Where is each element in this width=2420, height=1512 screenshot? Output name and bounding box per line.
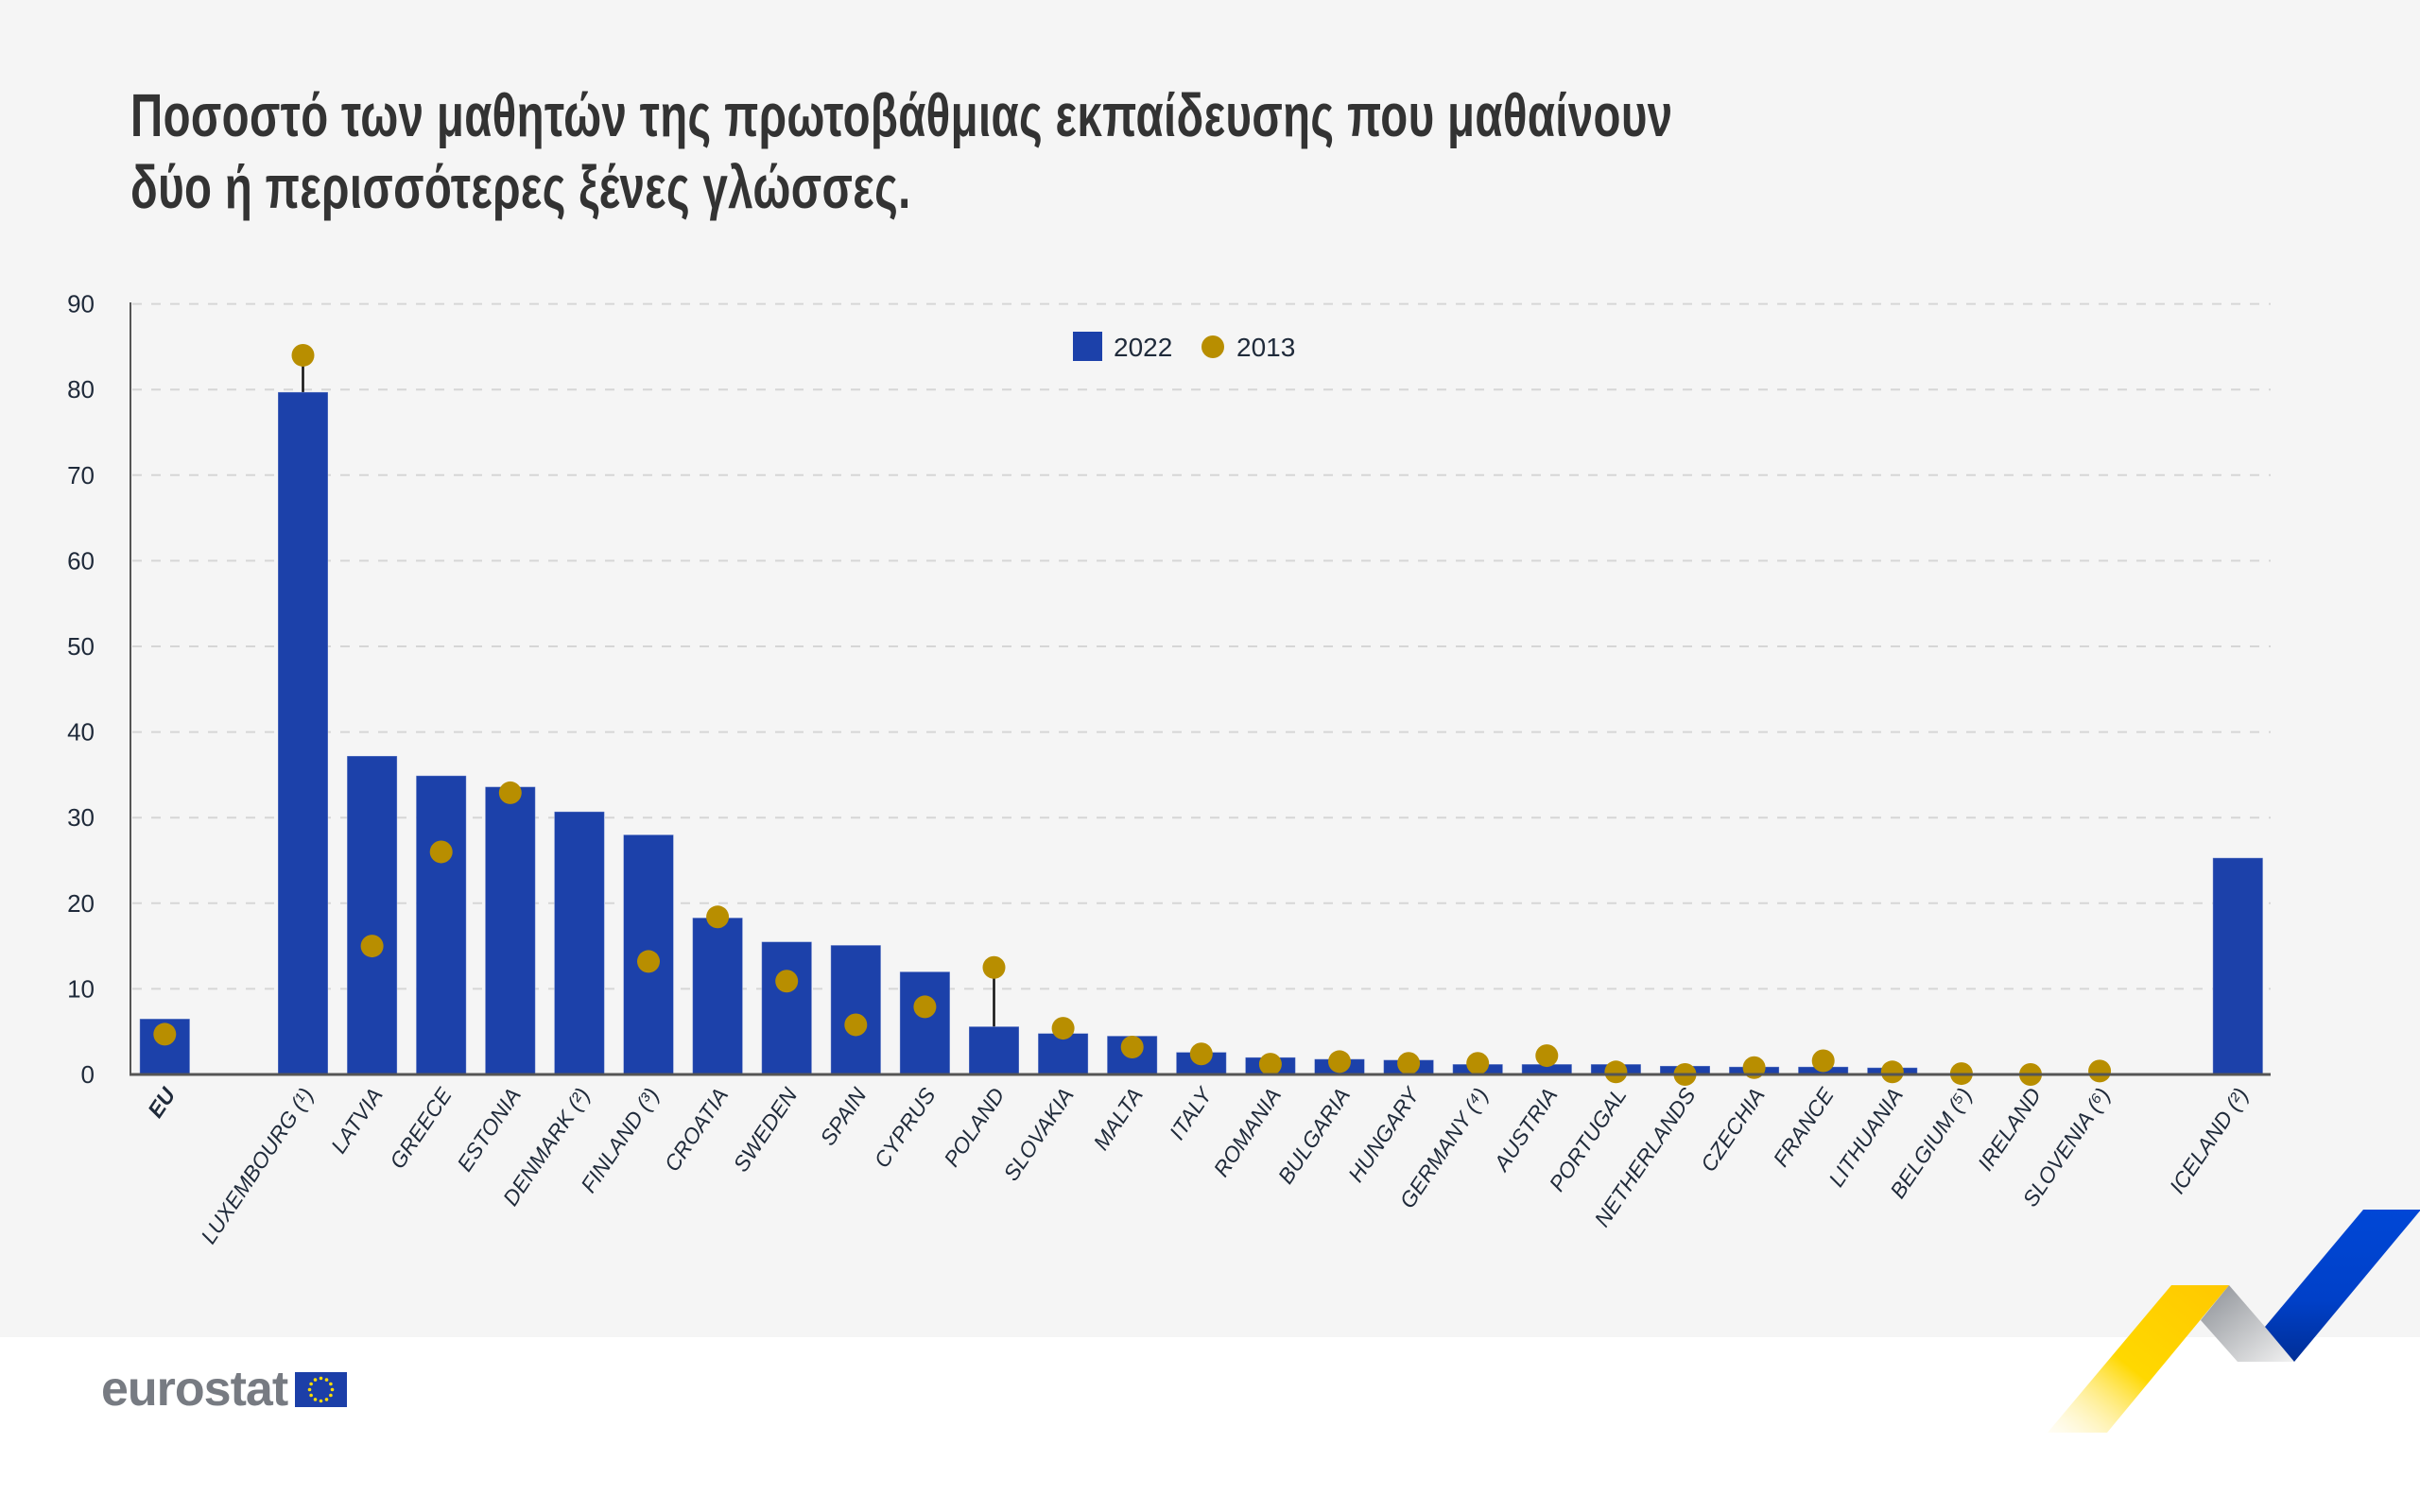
dot-2013: [775, 970, 799, 993]
dot-2013: [498, 781, 522, 804]
dots-2013: [153, 343, 2112, 1086]
y-tick-label: 20: [67, 889, 95, 918]
bar-2022: [277, 391, 329, 1075]
dot-2013: [360, 935, 384, 958]
dot-2013: [982, 955, 1006, 979]
y-axis-ticks: 0 10 20 30 40 50 60 70 80 90: [67, 290, 95, 1089]
dot-2013: [844, 1013, 868, 1037]
bar-2022: [553, 811, 605, 1075]
eurostat-logo: eurostat: [101, 1361, 348, 1418]
bar-2022: [830, 944, 882, 1075]
dot-2013: [1328, 1050, 1351, 1074]
y-tick-label: 50: [67, 632, 95, 661]
dot-2013: [2088, 1059, 2112, 1083]
dot-2013: [1535, 1044, 1559, 1068]
dot-2013: [1258, 1053, 1282, 1076]
dot-2013: [1120, 1036, 1144, 1059]
dot-2013: [1051, 1017, 1075, 1040]
bar-2022: [415, 775, 467, 1075]
bar-2022: [899, 971, 951, 1075]
dot-2013: [1397, 1052, 1421, 1075]
gridlines: [132, 302, 2271, 990]
eu-flag-icon: [295, 1371, 348, 1407]
dot-2013: [637, 950, 660, 973]
dot-2013: [1189, 1042, 1213, 1066]
y-tick-label: 10: [67, 974, 95, 1003]
bar-2022: [968, 1025, 1020, 1075]
dot-2013: [1811, 1049, 1835, 1073]
y-tick-label: 80: [67, 375, 95, 404]
dot-2013: [153, 1022, 177, 1046]
dot-2013: [429, 840, 453, 864]
legend-swatch-2013: [1201, 335, 1224, 358]
chart-title-line-2: δύο ή περισσότερες ξένες γλώσσες.: [130, 153, 911, 221]
ribbon-blue: [2265, 1210, 2420, 1362]
legend-label-2013: 2013: [1236, 333, 1295, 362]
ribbon-gray: [2201, 1285, 2295, 1362]
y-tick-label: 30: [67, 803, 95, 832]
dot-2013: [1604, 1060, 1628, 1084]
y-tick-label: 60: [67, 546, 95, 575]
ribbon-yellow: [2048, 1285, 2229, 1433]
y-tick-label: 40: [67, 718, 95, 747]
footer: [0, 1337, 2420, 1512]
y-tick-label: 90: [67, 290, 95, 318]
legend: 2022 2013: [1073, 332, 1295, 362]
bar-2022: [692, 917, 744, 1075]
dot-2013: [913, 995, 937, 1019]
dot-2013: [706, 905, 730, 929]
chart-title: Ποσοστό των μαθητών της πρωτοβάθμιας εκπ…: [130, 79, 1672, 223]
logo-text: eurostat: [101, 1362, 288, 1417]
dot-2013: [1466, 1052, 1490, 1075]
bar-2022: [761, 941, 813, 1075]
bar-2022: [484, 786, 536, 1075]
y-tick-label: 70: [67, 461, 95, 490]
legend-swatch-2022: [1073, 332, 1102, 361]
legend-label-2022: 2022: [1114, 333, 1172, 362]
bar-2022: [2212, 857, 2264, 1075]
chart-title-line-1: Ποσοστό των μαθητών της πρωτοβάθμιας εκπ…: [130, 81, 1673, 149]
dot-2013: [1880, 1060, 1904, 1084]
dot-2013: [291, 343, 315, 367]
y-tick-label: 0: [81, 1060, 95, 1089]
